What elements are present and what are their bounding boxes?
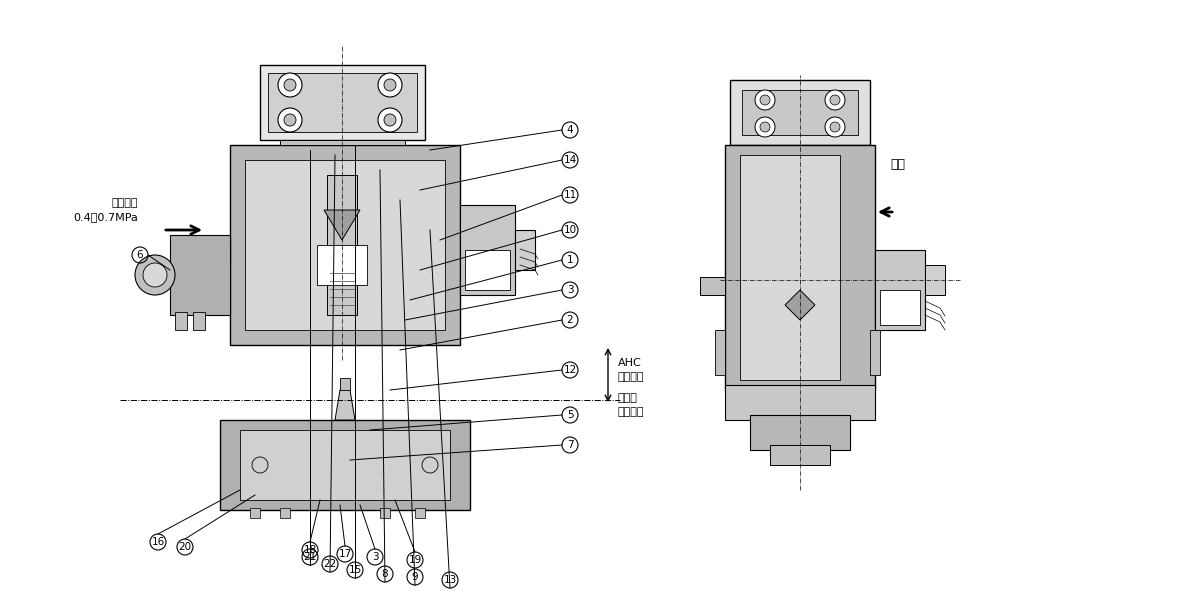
Bar	[230, 145, 460, 345]
Bar	[280, 508, 290, 518]
Text: 19: 19	[409, 555, 422, 565]
Circle shape	[760, 122, 770, 132]
Bar	[881, 290, 920, 325]
Text: 18: 18	[303, 545, 316, 555]
Text: 4: 4	[567, 125, 574, 135]
Text: 7: 7	[567, 440, 574, 450]
Circle shape	[830, 122, 840, 132]
Bar	[195, 246, 205, 262]
Bar	[240, 430, 450, 500]
Bar	[725, 145, 875, 390]
Bar	[317, 245, 367, 285]
Bar	[742, 90, 858, 135]
Bar	[170, 235, 230, 315]
Circle shape	[760, 95, 770, 105]
Circle shape	[379, 108, 403, 132]
Bar	[250, 508, 260, 518]
Circle shape	[385, 114, 397, 126]
Bar	[327, 175, 357, 315]
Text: 3: 3	[567, 285, 574, 295]
Circle shape	[278, 108, 302, 132]
Polygon shape	[335, 390, 355, 420]
Text: 6: 6	[137, 250, 144, 260]
Bar	[460, 205, 515, 295]
Bar	[770, 445, 830, 465]
Text: 12: 12	[563, 365, 576, 375]
Bar	[280, 140, 405, 145]
Bar	[870, 330, 881, 375]
Bar	[925, 265, 945, 295]
Bar	[193, 312, 205, 330]
Circle shape	[135, 255, 175, 295]
Text: 21: 21	[303, 552, 316, 562]
Text: 15: 15	[349, 565, 362, 575]
Bar	[415, 508, 425, 518]
Circle shape	[825, 90, 845, 110]
Bar	[730, 80, 870, 145]
Text: 16: 16	[151, 537, 164, 547]
Bar	[700, 277, 725, 295]
Text: 11: 11	[563, 190, 576, 200]
Circle shape	[252, 457, 268, 473]
Circle shape	[755, 90, 775, 110]
Bar	[750, 415, 851, 450]
Text: 3: 3	[371, 552, 379, 562]
Circle shape	[143, 263, 167, 287]
Bar	[875, 250, 925, 330]
Circle shape	[278, 73, 302, 97]
Polygon shape	[785, 290, 815, 320]
Polygon shape	[323, 210, 361, 240]
FancyBboxPatch shape	[260, 65, 425, 140]
Text: 2: 2	[567, 315, 574, 325]
Bar	[220, 420, 470, 510]
Circle shape	[284, 79, 296, 91]
Text: AHC
ユニット: AHC ユニット	[618, 358, 645, 382]
Bar	[465, 250, 510, 290]
Bar	[268, 73, 417, 132]
Text: 22: 22	[323, 559, 337, 569]
Text: 1: 1	[567, 255, 574, 265]
Text: 13: 13	[443, 575, 456, 585]
Text: 20: 20	[179, 542, 192, 552]
Bar	[515, 230, 536, 270]
Bar	[715, 330, 725, 375]
Circle shape	[755, 117, 775, 137]
Circle shape	[379, 73, 403, 97]
Text: 排気: 排気	[890, 158, 904, 172]
Bar	[740, 155, 840, 380]
Bar	[380, 508, 391, 518]
Circle shape	[385, 79, 397, 91]
Text: エア供給
0.4～0.7MPa: エア供給 0.4～0.7MPa	[73, 198, 138, 222]
Bar	[246, 160, 444, 330]
Text: 10: 10	[563, 225, 576, 235]
Circle shape	[422, 457, 438, 473]
Text: 14: 14	[563, 155, 576, 165]
Bar	[175, 312, 187, 330]
Circle shape	[830, 95, 840, 105]
Bar	[340, 378, 350, 390]
Circle shape	[284, 114, 296, 126]
Text: 8: 8	[382, 569, 388, 579]
Text: 17: 17	[338, 549, 352, 559]
Text: 9: 9	[412, 572, 418, 582]
Bar	[205, 243, 230, 265]
Circle shape	[825, 117, 845, 137]
Text: 5: 5	[567, 410, 574, 420]
Text: ツール
アダプタ: ツール アダプタ	[618, 393, 645, 417]
Bar	[725, 385, 875, 420]
